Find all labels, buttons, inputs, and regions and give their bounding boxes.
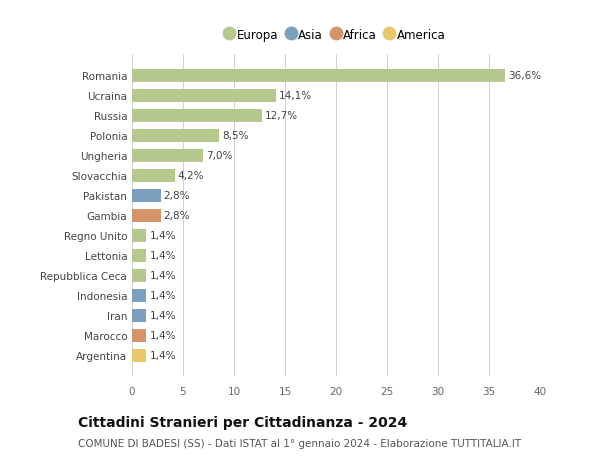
Text: 7,0%: 7,0%	[206, 151, 233, 161]
Text: 1,4%: 1,4%	[149, 251, 176, 261]
Bar	[132, 349, 146, 362]
Bar	[132, 169, 175, 182]
Text: 1,4%: 1,4%	[149, 350, 176, 360]
Bar	[132, 249, 146, 262]
Bar	[132, 309, 146, 322]
Bar	[132, 289, 146, 302]
Text: 1,4%: 1,4%	[149, 330, 176, 340]
Text: 12,7%: 12,7%	[265, 111, 298, 121]
Bar	[132, 110, 262, 123]
Bar	[132, 329, 146, 342]
Bar	[132, 269, 146, 282]
Text: 1,4%: 1,4%	[149, 231, 176, 241]
Text: 14,1%: 14,1%	[279, 91, 312, 101]
Text: COMUNE DI BADESI (SS) - Dati ISTAT al 1° gennaio 2024 - Elaborazione TUTTITALIA.: COMUNE DI BADESI (SS) - Dati ISTAT al 1°…	[78, 438, 521, 448]
Text: 2,8%: 2,8%	[164, 191, 190, 201]
Bar	[132, 229, 146, 242]
Text: 36,6%: 36,6%	[508, 71, 542, 81]
Bar	[132, 129, 218, 142]
Bar	[132, 150, 203, 162]
Text: 4,2%: 4,2%	[178, 171, 205, 181]
Text: 1,4%: 1,4%	[149, 291, 176, 301]
Bar	[132, 90, 276, 102]
Bar	[132, 189, 161, 202]
Text: 1,4%: 1,4%	[149, 310, 176, 320]
Bar	[132, 209, 161, 222]
Text: Cittadini Stranieri per Cittadinanza - 2024: Cittadini Stranieri per Cittadinanza - 2…	[78, 415, 407, 429]
Bar	[132, 70, 505, 83]
Text: 8,5%: 8,5%	[222, 131, 248, 141]
Text: 2,8%: 2,8%	[164, 211, 190, 221]
Text: 1,4%: 1,4%	[149, 270, 176, 280]
Legend: Europa, Asia, Africa, America: Europa, Asia, Africa, America	[226, 29, 446, 42]
